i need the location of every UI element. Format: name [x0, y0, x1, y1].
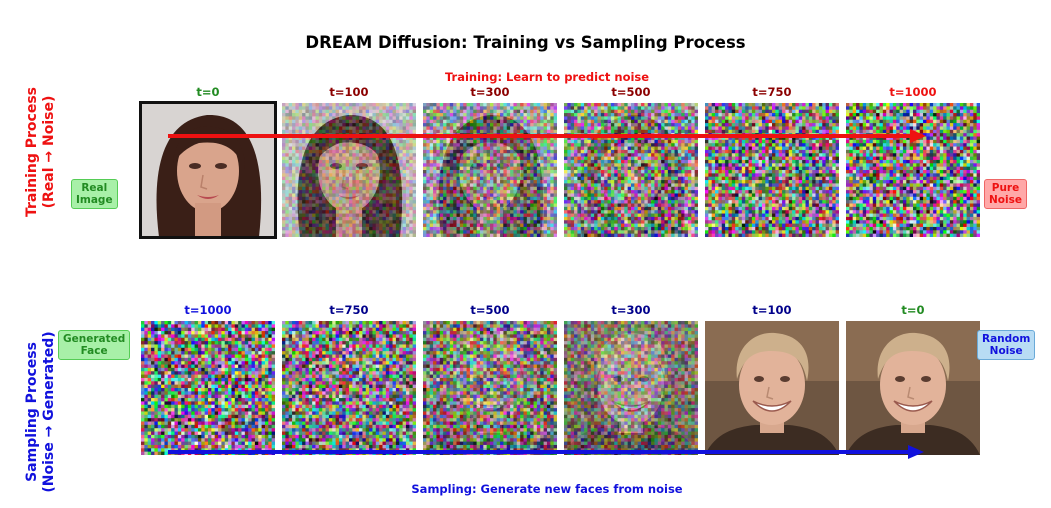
random-noise-badge-line2: Noise: [989, 345, 1023, 357]
sampling-step-image: [705, 321, 839, 455]
training-row-label-line1: Training Process: [24, 86, 40, 218]
real-image-badge-line2: Image: [76, 194, 113, 206]
training-timestep-label: t=750: [752, 85, 792, 99]
sampling-timestep-label: t=0: [901, 303, 925, 317]
pure-noise-badge-line2: Noise: [989, 194, 1022, 206]
training-step-image: [139, 101, 277, 239]
figure-title: DREAM Diffusion: Training vs Sampling Pr…: [305, 33, 746, 52]
sampling-step-image: [282, 321, 416, 455]
training-row-label: Training Process (Real → Noise): [24, 87, 58, 217]
real-image-badge-line1: Real: [81, 182, 108, 194]
sampling-row-label: Sampling Process (Noise → Generated): [24, 331, 58, 492]
sampling-timestep-label: t=1000: [184, 303, 232, 317]
training-timestep-label: t=1000: [889, 85, 937, 99]
real-image-badge: Real Image: [71, 179, 118, 209]
sampling-timestep-label: t=100: [752, 303, 792, 317]
training-timestep-label: t=500: [611, 85, 651, 99]
training-step-image: [282, 103, 416, 237]
sampling-step-image: [846, 321, 980, 455]
sampling-caption: Sampling: Generate new faces from noise: [411, 482, 683, 496]
generated-face-badge-line1: Generated: [63, 333, 126, 345]
training-timestep-label: t=100: [329, 85, 369, 99]
generated-face-badge: Generated Face: [58, 330, 131, 360]
sampling-timestep-label: t=750: [329, 303, 369, 317]
random-noise-badge-line1: Random: [982, 333, 1031, 345]
sampling-step-image: [141, 321, 275, 455]
training-step-image: [564, 103, 698, 237]
sampling-row-label-line2: (Noise → Generated): [41, 331, 57, 493]
generated-face-badge-line2: Face: [80, 345, 108, 357]
sampling-step-image: [423, 321, 557, 455]
training-step-image: [846, 103, 980, 237]
pure-noise-badge: Pure Noise: [984, 179, 1027, 209]
training-timestep-label: t=0: [196, 85, 220, 99]
training-timestep-label: t=300: [470, 85, 510, 99]
random-noise-badge: Random Noise: [977, 330, 1036, 360]
training-step-image: [423, 103, 557, 237]
pure-noise-badge-line1: Pure: [991, 182, 1020, 194]
training-caption: Training: Learn to predict noise: [444, 70, 650, 84]
sampling-row-label-line1: Sampling Process: [24, 342, 40, 482]
sampling-timestep-label: t=500: [470, 303, 510, 317]
sampling-step-image: [564, 321, 698, 455]
training-row-label-line2: (Real → Noise): [41, 95, 57, 209]
training-step-image: [705, 103, 839, 237]
sampling-timestep-label: t=300: [611, 303, 651, 317]
